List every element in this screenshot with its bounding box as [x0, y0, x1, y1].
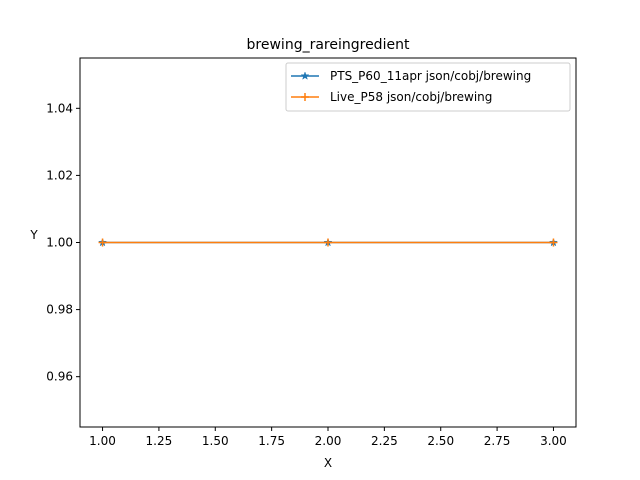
x-tick-label: 1.75 — [258, 434, 285, 448]
x-axis-label: X — [324, 456, 332, 470]
legend-frame — [285, 62, 571, 112]
legend-entry: PTS_P60_11apr json/cobj/brewing — [291, 69, 531, 83]
y-tick-label: 1.02 — [46, 168, 73, 182]
legend-entry: Live_P58 json/cobj/brewing — [291, 90, 492, 104]
legend-label: PTS_P60_11apr json/cobj/brewing — [330, 69, 531, 83]
series-2-point — [98, 238, 107, 247]
series-layer — [98, 237, 558, 247]
y-axis-ticks: 0.96 0.98 1.00 1.02 1.04 — [46, 101, 80, 384]
x-axis-ticks: 1.00 1.25 1.50 1.75 2.00 2.25 2.50 2.75 3.00 — [89, 427, 567, 448]
y-tick-label: 1.04 — [46, 101, 73, 115]
x-tick-label: 1.00 — [89, 434, 116, 448]
y-tick-label: 0.98 — [46, 303, 73, 317]
x-tick-label: 3.00 — [540, 434, 567, 448]
series-2-point — [324, 238, 332, 247]
x-tick-label: 1.25 — [146, 434, 173, 448]
y-tick-label: 0.96 — [46, 370, 73, 384]
x-tick-label: 2.00 — [315, 434, 342, 448]
series-2-point — [549, 238, 558, 247]
legend-swatch-marker — [301, 93, 309, 101]
legend-swatch-marker — [300, 71, 310, 80]
x-tick-label: 2.75 — [484, 434, 511, 448]
legend-label: Live_P58 json/cobj/brewing — [330, 90, 492, 104]
x-tick-label: 2.50 — [427, 434, 454, 448]
chart-title: brewing_rareingredient — [247, 37, 410, 53]
legend: PTS_P60_11apr json/cobj/brewing Live_P58 … — [285, 62, 571, 112]
x-tick-label: 1.50 — [202, 434, 229, 448]
y-axis-label: Y — [29, 228, 38, 242]
x-tick-label: 2.25 — [371, 434, 398, 448]
y-tick-label: 1.00 — [46, 236, 73, 250]
